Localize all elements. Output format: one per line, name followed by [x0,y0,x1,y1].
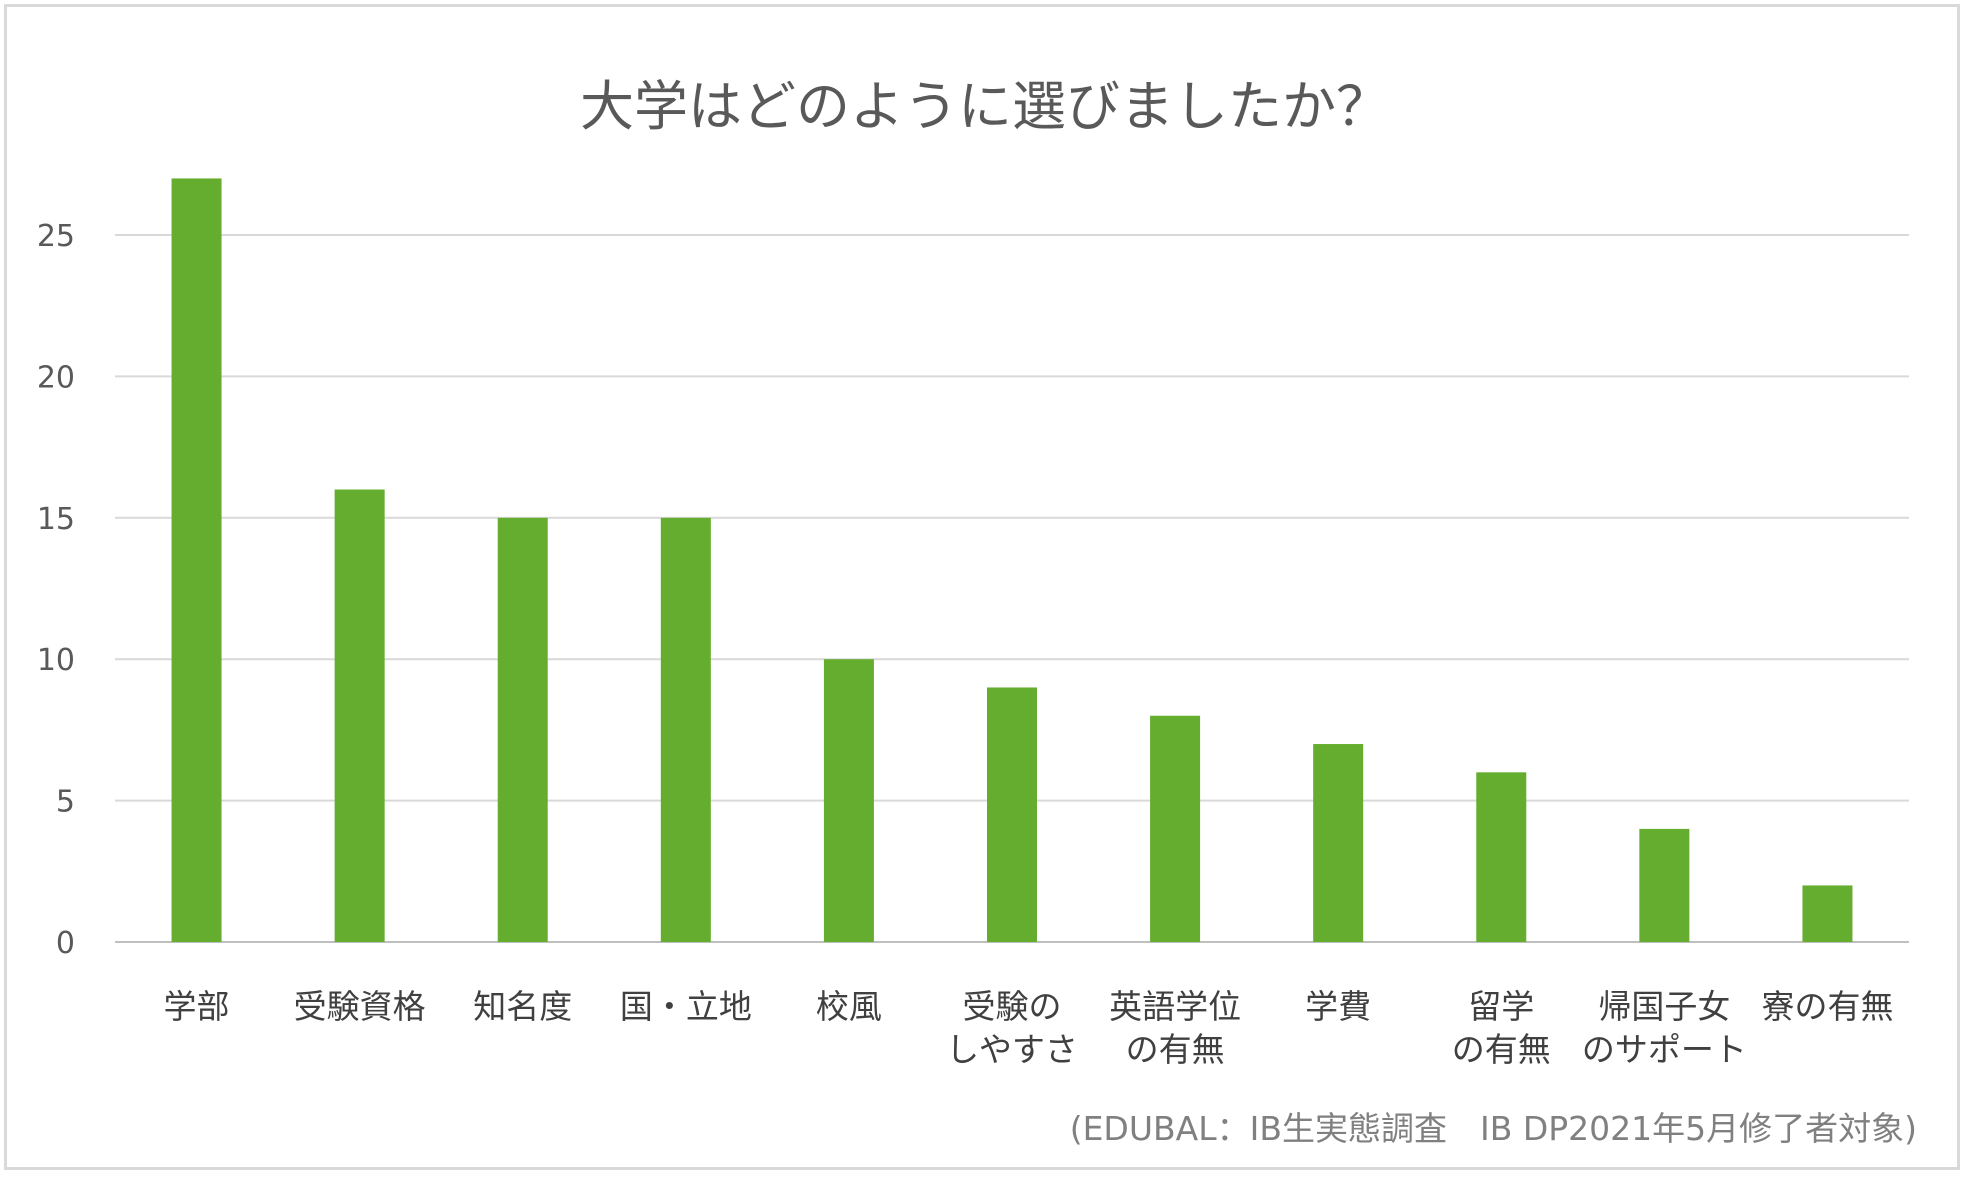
bar [1802,885,1853,942]
y-tick-label: 0 [56,926,75,961]
bar [987,687,1037,942]
bar-chart: 大学はどのように選びましたか？ 0 5 10 15 20 25 学部 受験資格 知名度 国・立地… [37,75,1917,1148]
bars [171,178,1853,942]
x-tick-label: 受験資格 [294,987,426,1026]
x-tick-label: 校風 [816,987,882,1026]
y-tick-label: 25 [37,219,75,254]
bar [823,659,874,942]
x-tick-label: 学費 [1305,987,1371,1026]
bar [497,517,548,942]
y-tick-label: 20 [37,360,75,395]
bar [1639,828,1690,942]
gridlines [115,234,1909,943]
y-tick-label: 10 [37,643,75,678]
y-axis-ticks: 0 5 10 15 20 25 [37,219,75,961]
x-tick-label: 留学の有無 [1452,987,1551,1069]
bar [660,517,711,942]
bar [1313,744,1364,942]
x-tick-label: 学部 [164,987,230,1026]
y-tick-label: 15 [37,502,75,537]
x-tick-label: 寮の有無 [1761,987,1893,1026]
x-tick-label: 国・立地 [620,987,752,1026]
chart-frame: 大学はどのように選びましたか？ 0 5 10 15 20 25 学部 受験資格 知名度 国・立地… [4,4,1960,1170]
x-tick-label: 受験のしやすさ [946,987,1078,1069]
y-tick-label: 5 [56,785,75,820]
bar [171,178,222,942]
x-tick-label: 知名度 [473,987,572,1026]
bar [1476,772,1527,942]
bar [1150,715,1201,942]
chart-title: 大学はどのように選びましたか？ [580,75,1390,138]
x-tick-label: 英語学位の有無 [1109,987,1241,1069]
x-tick-label: 帰国子女のサポート [1582,987,1747,1069]
source-note: (EDUBAL：IB生実態調査 IB DP2021年5月修了者対象) [1070,1109,1917,1148]
bar [334,489,385,942]
